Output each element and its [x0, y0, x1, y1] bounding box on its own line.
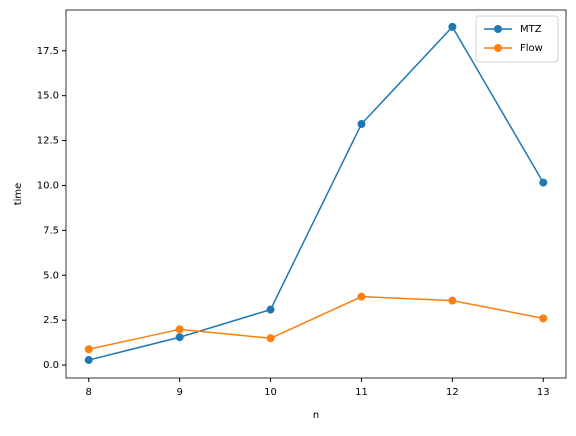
x-tick-label: 10 — [264, 387, 277, 398]
x-tick-label: 9 — [176, 387, 182, 398]
data-point — [84, 356, 93, 365]
legend-marker — [494, 44, 502, 52]
series-line — [88, 25, 544, 361]
data-point — [357, 120, 366, 129]
x-tick-label: 12 — [446, 387, 459, 398]
data-point — [266, 305, 275, 314]
x-tick-label: 11 — [355, 387, 368, 398]
data-point — [175, 325, 184, 334]
legend-label: MTZ — [520, 24, 542, 35]
y-tick-label: 12.5 — [37, 136, 59, 147]
legend-marker — [494, 25, 502, 33]
y-tick-label: 2.5 — [43, 315, 59, 326]
y-tick-label: 10.0 — [37, 180, 59, 191]
x-axis-label: n — [313, 410, 319, 421]
y-tick-label: 5.0 — [43, 270, 59, 281]
y-axis-label: time — [13, 183, 24, 206]
data-point — [539, 178, 548, 187]
data-point — [175, 333, 184, 342]
series-line — [88, 295, 544, 350]
data-point — [84, 345, 93, 354]
legend-label: Flow — [520, 43, 543, 54]
y-tick-label: 15.0 — [37, 91, 59, 102]
data-point — [357, 292, 366, 301]
data-point — [448, 22, 457, 31]
x-tick-label: 13 — [537, 387, 550, 398]
data-point — [539, 314, 548, 323]
x-tick-label: 8 — [86, 387, 92, 398]
data-point — [266, 334, 275, 343]
y-tick-label: 17.5 — [37, 46, 59, 57]
y-tick-label: 0.0 — [43, 360, 59, 371]
legend-box — [475, 15, 559, 63]
y-tick-label: 7.5 — [43, 225, 59, 236]
data-point — [448, 296, 457, 305]
plot-frame — [65, 9, 567, 379]
